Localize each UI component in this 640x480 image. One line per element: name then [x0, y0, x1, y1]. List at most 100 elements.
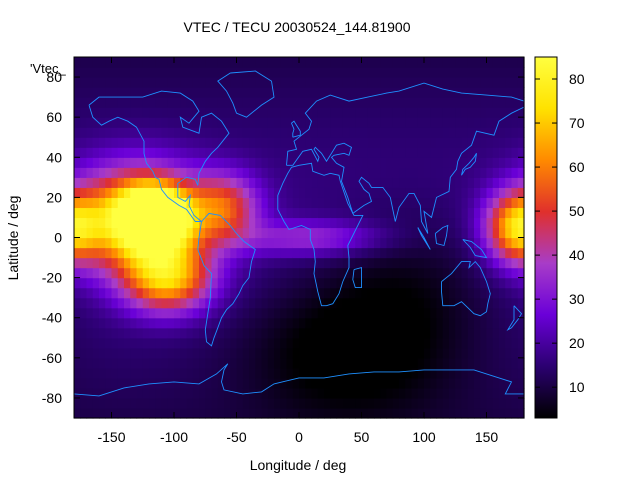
- heatmap-cell: [374, 247, 381, 259]
- heatmap-cell: [111, 367, 119, 379]
- heatmap-cell: [442, 217, 450, 229]
- heatmap-cell: [436, 107, 444, 118]
- heatmap-cell: [236, 207, 244, 219]
- heatmap-cell: [199, 267, 206, 279]
- heatmap-cell: [417, 387, 425, 399]
- heatmap-cell: [424, 307, 431, 319]
- heatmap-cell: [492, 117, 500, 128]
- heatmap-cell: [242, 227, 250, 239]
- heatmap-cell: [374, 317, 381, 329]
- heatmap-cell: [449, 297, 456, 309]
- heatmap-cell: [130, 97, 138, 108]
- heatmap-cell: [111, 187, 119, 198]
- heatmap-cell: [199, 147, 206, 158]
- heatmap-cell: [136, 357, 144, 369]
- heatmap-cell: [186, 347, 194, 359]
- heatmap-cell: [361, 267, 369, 279]
- heatmap-cell: [361, 387, 369, 399]
- heatmap-cell: [249, 237, 256, 249]
- heatmap-cell: [486, 307, 494, 319]
- heatmap-cell: [405, 107, 413, 118]
- heatmap-cell: [117, 77, 125, 88]
- heatmap-cell: [174, 397, 181, 409]
- heatmap-cell: [149, 97, 156, 108]
- heatmap-cell: [474, 127, 481, 138]
- heatmap-cell: [511, 227, 519, 239]
- heatmap-cell: [511, 257, 519, 269]
- heatmap-cell: [517, 87, 525, 98]
- heatmap-cell: [411, 117, 419, 128]
- heatmap-cell: [467, 337, 475, 349]
- heatmap-cell: [436, 177, 444, 188]
- heatmap-cell: [349, 107, 356, 118]
- heatmap-cell: [317, 107, 325, 118]
- heatmap-cell: [399, 107, 406, 118]
- heatmap-cell: [249, 117, 256, 128]
- heatmap-cell: [411, 97, 419, 108]
- heatmap-cell: [267, 307, 275, 319]
- heatmap-cell: [511, 107, 519, 118]
- heatmap-cell: [236, 137, 244, 148]
- heatmap-cell: [111, 407, 119, 419]
- heatmap-cell: [461, 77, 469, 88]
- heatmap-cell: [149, 387, 156, 399]
- heatmap-cell: [505, 357, 513, 369]
- heatmap-cell: [461, 117, 469, 128]
- heatmap-cell: [274, 177, 281, 188]
- heatmap-cell: [399, 127, 406, 138]
- heatmap-cell: [449, 57, 456, 68]
- heatmap-cell: [417, 277, 425, 289]
- heatmap-cell: [186, 327, 194, 339]
- heatmap-cell: [261, 187, 269, 198]
- heatmap-cell: [167, 377, 175, 389]
- heatmap-cell: [355, 177, 363, 188]
- heatmap-cell: [367, 87, 375, 98]
- heatmap-cell: [392, 257, 400, 269]
- heatmap-cell: [324, 77, 331, 88]
- heatmap-cell: [342, 397, 350, 409]
- heatmap-cell: [511, 347, 519, 359]
- heatmap-cell: [505, 317, 513, 329]
- heatmap-cell: [217, 397, 225, 409]
- heatmap-cell: [330, 197, 338, 209]
- heatmap-cell: [474, 387, 481, 399]
- heatmap-cell: [492, 237, 500, 249]
- heatmap-cell: [392, 377, 400, 389]
- heatmap-cell: [105, 297, 113, 309]
- heatmap-cell: [92, 277, 100, 289]
- heatmap-cell: [286, 67, 294, 78]
- heatmap-cell: [342, 127, 350, 138]
- heatmap-cell: [274, 267, 281, 279]
- heatmap-cell: [167, 217, 175, 229]
- heatmap-cell: [255, 367, 263, 379]
- heatmap-cell: [367, 297, 375, 309]
- heatmap-cell: [280, 167, 288, 178]
- heatmap-cell: [99, 207, 106, 219]
- heatmap-cell: [492, 77, 500, 88]
- heatmap-cell: [105, 207, 113, 219]
- heatmap-cell: [455, 377, 463, 389]
- heatmap-cell: [267, 317, 275, 329]
- heatmap-cell: [492, 297, 500, 309]
- heatmap-cell: [449, 87, 456, 98]
- heatmap-cell: [380, 57, 388, 68]
- heatmap-cell: [280, 57, 288, 68]
- heatmap-cell: [130, 197, 138, 209]
- heatmap-cell: [511, 397, 519, 409]
- heatmap-cell: [511, 187, 519, 198]
- heatmap-cell: [492, 57, 500, 68]
- heatmap-cell: [317, 67, 325, 78]
- heatmap-cell: [249, 327, 256, 339]
- heatmap-cell: [424, 217, 431, 229]
- heatmap-cell: [224, 97, 231, 108]
- heatmap-cell: [492, 187, 500, 198]
- heatmap-cell: [280, 317, 288, 329]
- heatmap-cell: [392, 287, 400, 299]
- heatmap-cell: [317, 387, 325, 399]
- heatmap-cell: [149, 237, 156, 249]
- heatmap-cell: [192, 137, 200, 148]
- heatmap-cell: [105, 277, 113, 289]
- heatmap-cell: [155, 187, 163, 198]
- heatmap-cell: [136, 147, 144, 158]
